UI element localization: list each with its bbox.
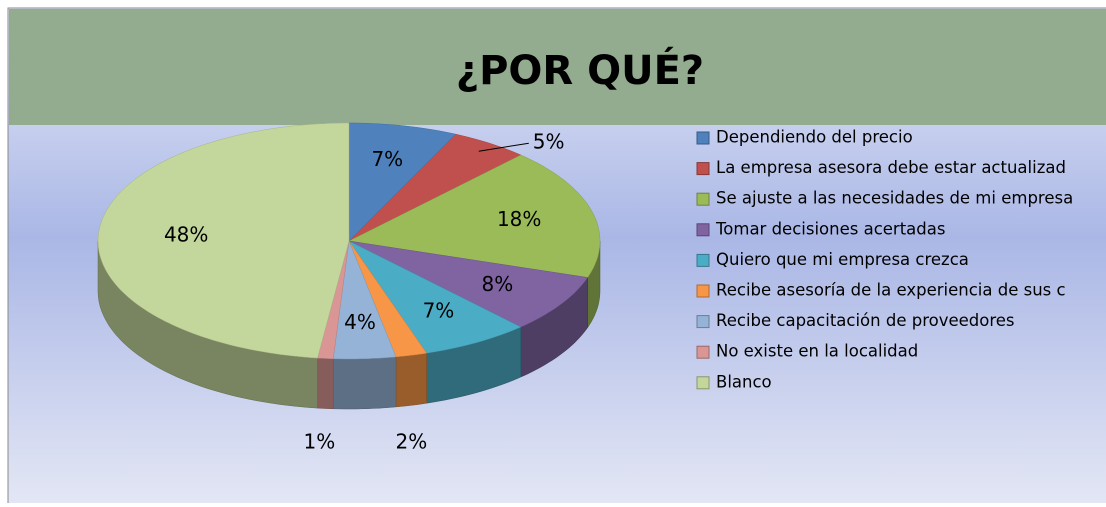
legend-swatch: [696, 345, 710, 359]
pie-side: [332, 356, 397, 410]
data-label: 5%: [533, 130, 565, 154]
legend-swatch: [696, 131, 710, 145]
legend-label: Recibe capacitación de proveedores: [716, 311, 1015, 330]
data-label: 8%: [481, 272, 513, 296]
legend-label: Tomar decisiones acertadas: [715, 219, 945, 238]
pie-side: [317, 357, 334, 410]
legend-swatch: [696, 192, 710, 206]
data-label: 48%: [164, 223, 208, 247]
legend-label: La empresa asesora debe estar actualizad: [716, 158, 1066, 177]
pie-slice: [348, 133, 522, 242]
pie-slice: [97, 122, 350, 359]
legend-label: Blanco: [716, 372, 772, 391]
legend-swatch: [696, 284, 710, 298]
legend-label: Se ajuste a las necesidades de mi empres…: [716, 189, 1073, 208]
pie-slice: [348, 122, 457, 242]
chart-title: ¿POR QUÉ?: [456, 46, 704, 94]
legend-swatch: [696, 162, 710, 176]
data-label: 1%: [304, 430, 336, 454]
data-label: 18%: [497, 207, 541, 231]
data-label: 4%: [344, 310, 376, 334]
legend-swatch: [696, 376, 710, 390]
legend-label: Quiero que mi empresa crezca: [716, 250, 969, 269]
data-label: 2%: [396, 430, 428, 454]
legend-swatch: [696, 253, 710, 267]
data-label: 7%: [371, 147, 403, 171]
pie-slice: [348, 240, 522, 354]
legend-label: No existe en la localidad: [716, 342, 918, 361]
leader-line: [478, 142, 529, 152]
legend-label: Recibe asesoría de la experiencia de sus…: [716, 281, 1066, 300]
pie-slice: [332, 240, 397, 360]
title-band: [9, 9, 1106, 125]
legend-swatch: [696, 315, 710, 329]
legend-label: Dependiendo del precio: [716, 128, 913, 147]
data-label: 7%: [423, 299, 455, 323]
pie-slice: [348, 240, 428, 358]
pie-side: [395, 352, 427, 408]
pie-slice: [348, 154, 601, 278]
legend-swatch: [696, 223, 710, 237]
pie-slice: [348, 240, 589, 328]
